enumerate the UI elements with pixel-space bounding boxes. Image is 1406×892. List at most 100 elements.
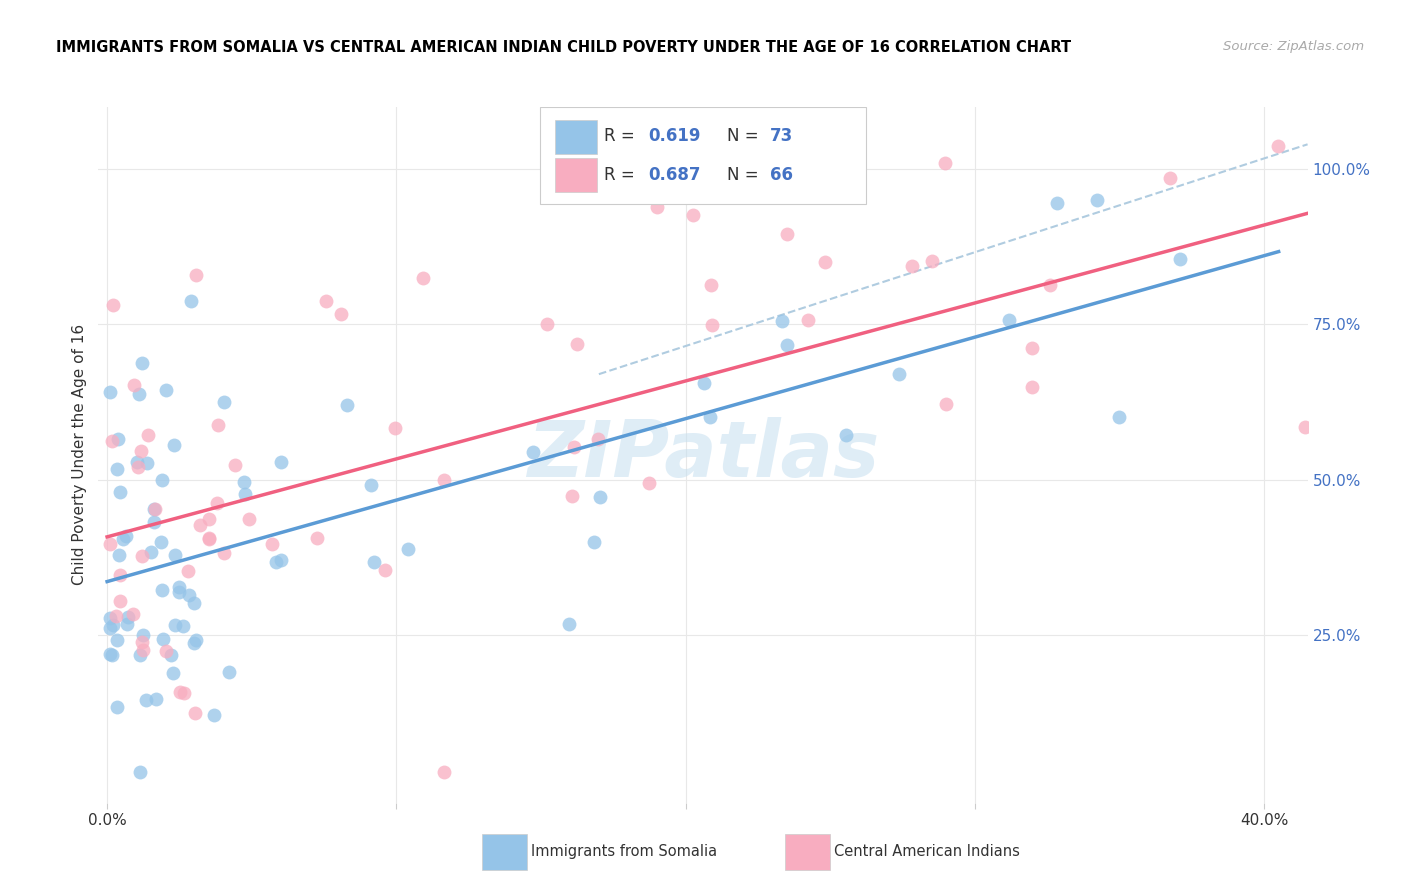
Point [586,432,609,446]
Point [693,376,716,390]
Point [305,531,328,545]
Point [557,616,579,631]
Point [173,686,195,700]
Point [150,473,173,487]
Text: N =: N = [727,166,763,184]
Point [101,648,124,662]
Point [638,475,661,490]
Point [121,607,143,621]
Point [165,548,187,562]
Point [589,490,612,504]
Text: 0.687: 0.687 [648,166,702,184]
Point [1294,419,1316,434]
Point [921,254,943,268]
Point [172,619,194,633]
Point [108,485,131,500]
Point [776,338,799,352]
Point [98,621,121,635]
Point [207,496,229,510]
Text: 0.619: 0.619 [648,128,702,145]
Point [887,367,910,381]
Point [180,294,202,309]
Point [98,537,121,551]
Point [131,549,153,564]
Point [266,555,288,569]
Point [1368,153,1391,168]
Point [183,636,205,650]
Point [155,644,177,658]
Point [103,298,125,312]
Point [770,314,793,328]
Point [105,462,128,476]
Point [202,708,225,723]
Point [143,515,166,529]
Text: ZIPatlas: ZIPatlas [527,417,879,493]
Point [183,706,205,721]
Point [152,632,174,647]
Point [360,477,382,491]
Point [128,387,150,401]
Point [699,409,721,424]
Point [101,434,124,448]
Text: Immigrants from Somalia: Immigrants from Somalia [531,845,717,859]
Point [562,440,585,454]
Point [105,608,128,623]
Point [998,313,1021,327]
Point [122,378,145,392]
Point [129,444,152,458]
Point [645,200,668,214]
Point [238,512,260,526]
Point [135,693,157,707]
Point [129,648,152,662]
FancyBboxPatch shape [540,107,866,204]
Point [197,512,219,526]
Point [335,398,357,412]
Point [188,517,211,532]
Point [107,433,129,447]
Point [1398,368,1406,382]
Point [111,532,134,546]
Point [1267,138,1289,153]
Point [934,156,956,170]
Point [127,459,149,474]
Point [136,428,159,442]
Point [384,421,406,435]
Point [155,383,177,397]
Point [270,455,292,469]
Point [214,395,236,409]
Point [260,537,283,551]
Point [330,307,353,321]
Y-axis label: Child Poverty Under the Age of 16: Child Poverty Under the Age of 16 [72,325,87,585]
Point [150,583,173,598]
Point [143,502,166,516]
Point [682,208,704,222]
Point [1159,171,1181,186]
Point [115,616,138,631]
Point [114,529,136,543]
Point [835,428,858,442]
Point [1085,193,1108,207]
Point [132,628,155,642]
Point [1334,277,1357,291]
Text: 73: 73 [769,128,793,145]
Point [163,617,186,632]
Point [127,455,149,469]
Point [131,356,153,370]
Point [374,563,396,577]
Point [935,396,957,410]
Point [139,545,162,559]
Point [162,666,184,681]
Point [901,259,924,273]
Point [98,611,121,625]
Point [796,313,818,327]
Point [1108,410,1130,425]
Point [565,337,588,351]
Point [1021,380,1043,394]
Point [143,502,166,516]
Point [135,456,157,470]
Point [207,417,229,432]
Point [98,647,121,661]
Point [98,384,121,399]
Point [233,487,256,501]
Point [412,271,434,285]
